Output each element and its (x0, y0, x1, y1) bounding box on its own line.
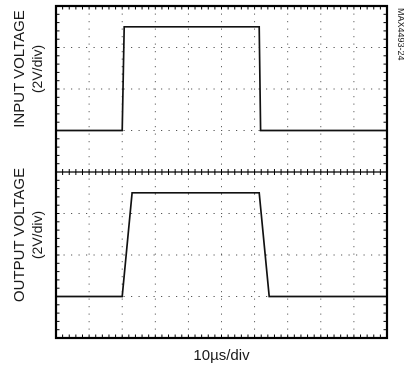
traces (56, 25, 387, 298)
plot-frame (54, 4, 389, 340)
grid (56, 6, 387, 338)
output-voltage-trace (56, 191, 387, 298)
x-axis-label: 10µs/div (193, 347, 250, 364)
input-voltage-label: INPUT VOLTAGE (11, 10, 28, 128)
input-scale-label: (2V/div) (29, 45, 45, 93)
input-voltage-trace (56, 25, 387, 132)
figure-id: MAX4493-24 (396, 8, 404, 61)
output-voltage-label: OUTPUT VOLTAGE (11, 168, 28, 302)
output-scale-label: (2V/div) (29, 211, 45, 259)
